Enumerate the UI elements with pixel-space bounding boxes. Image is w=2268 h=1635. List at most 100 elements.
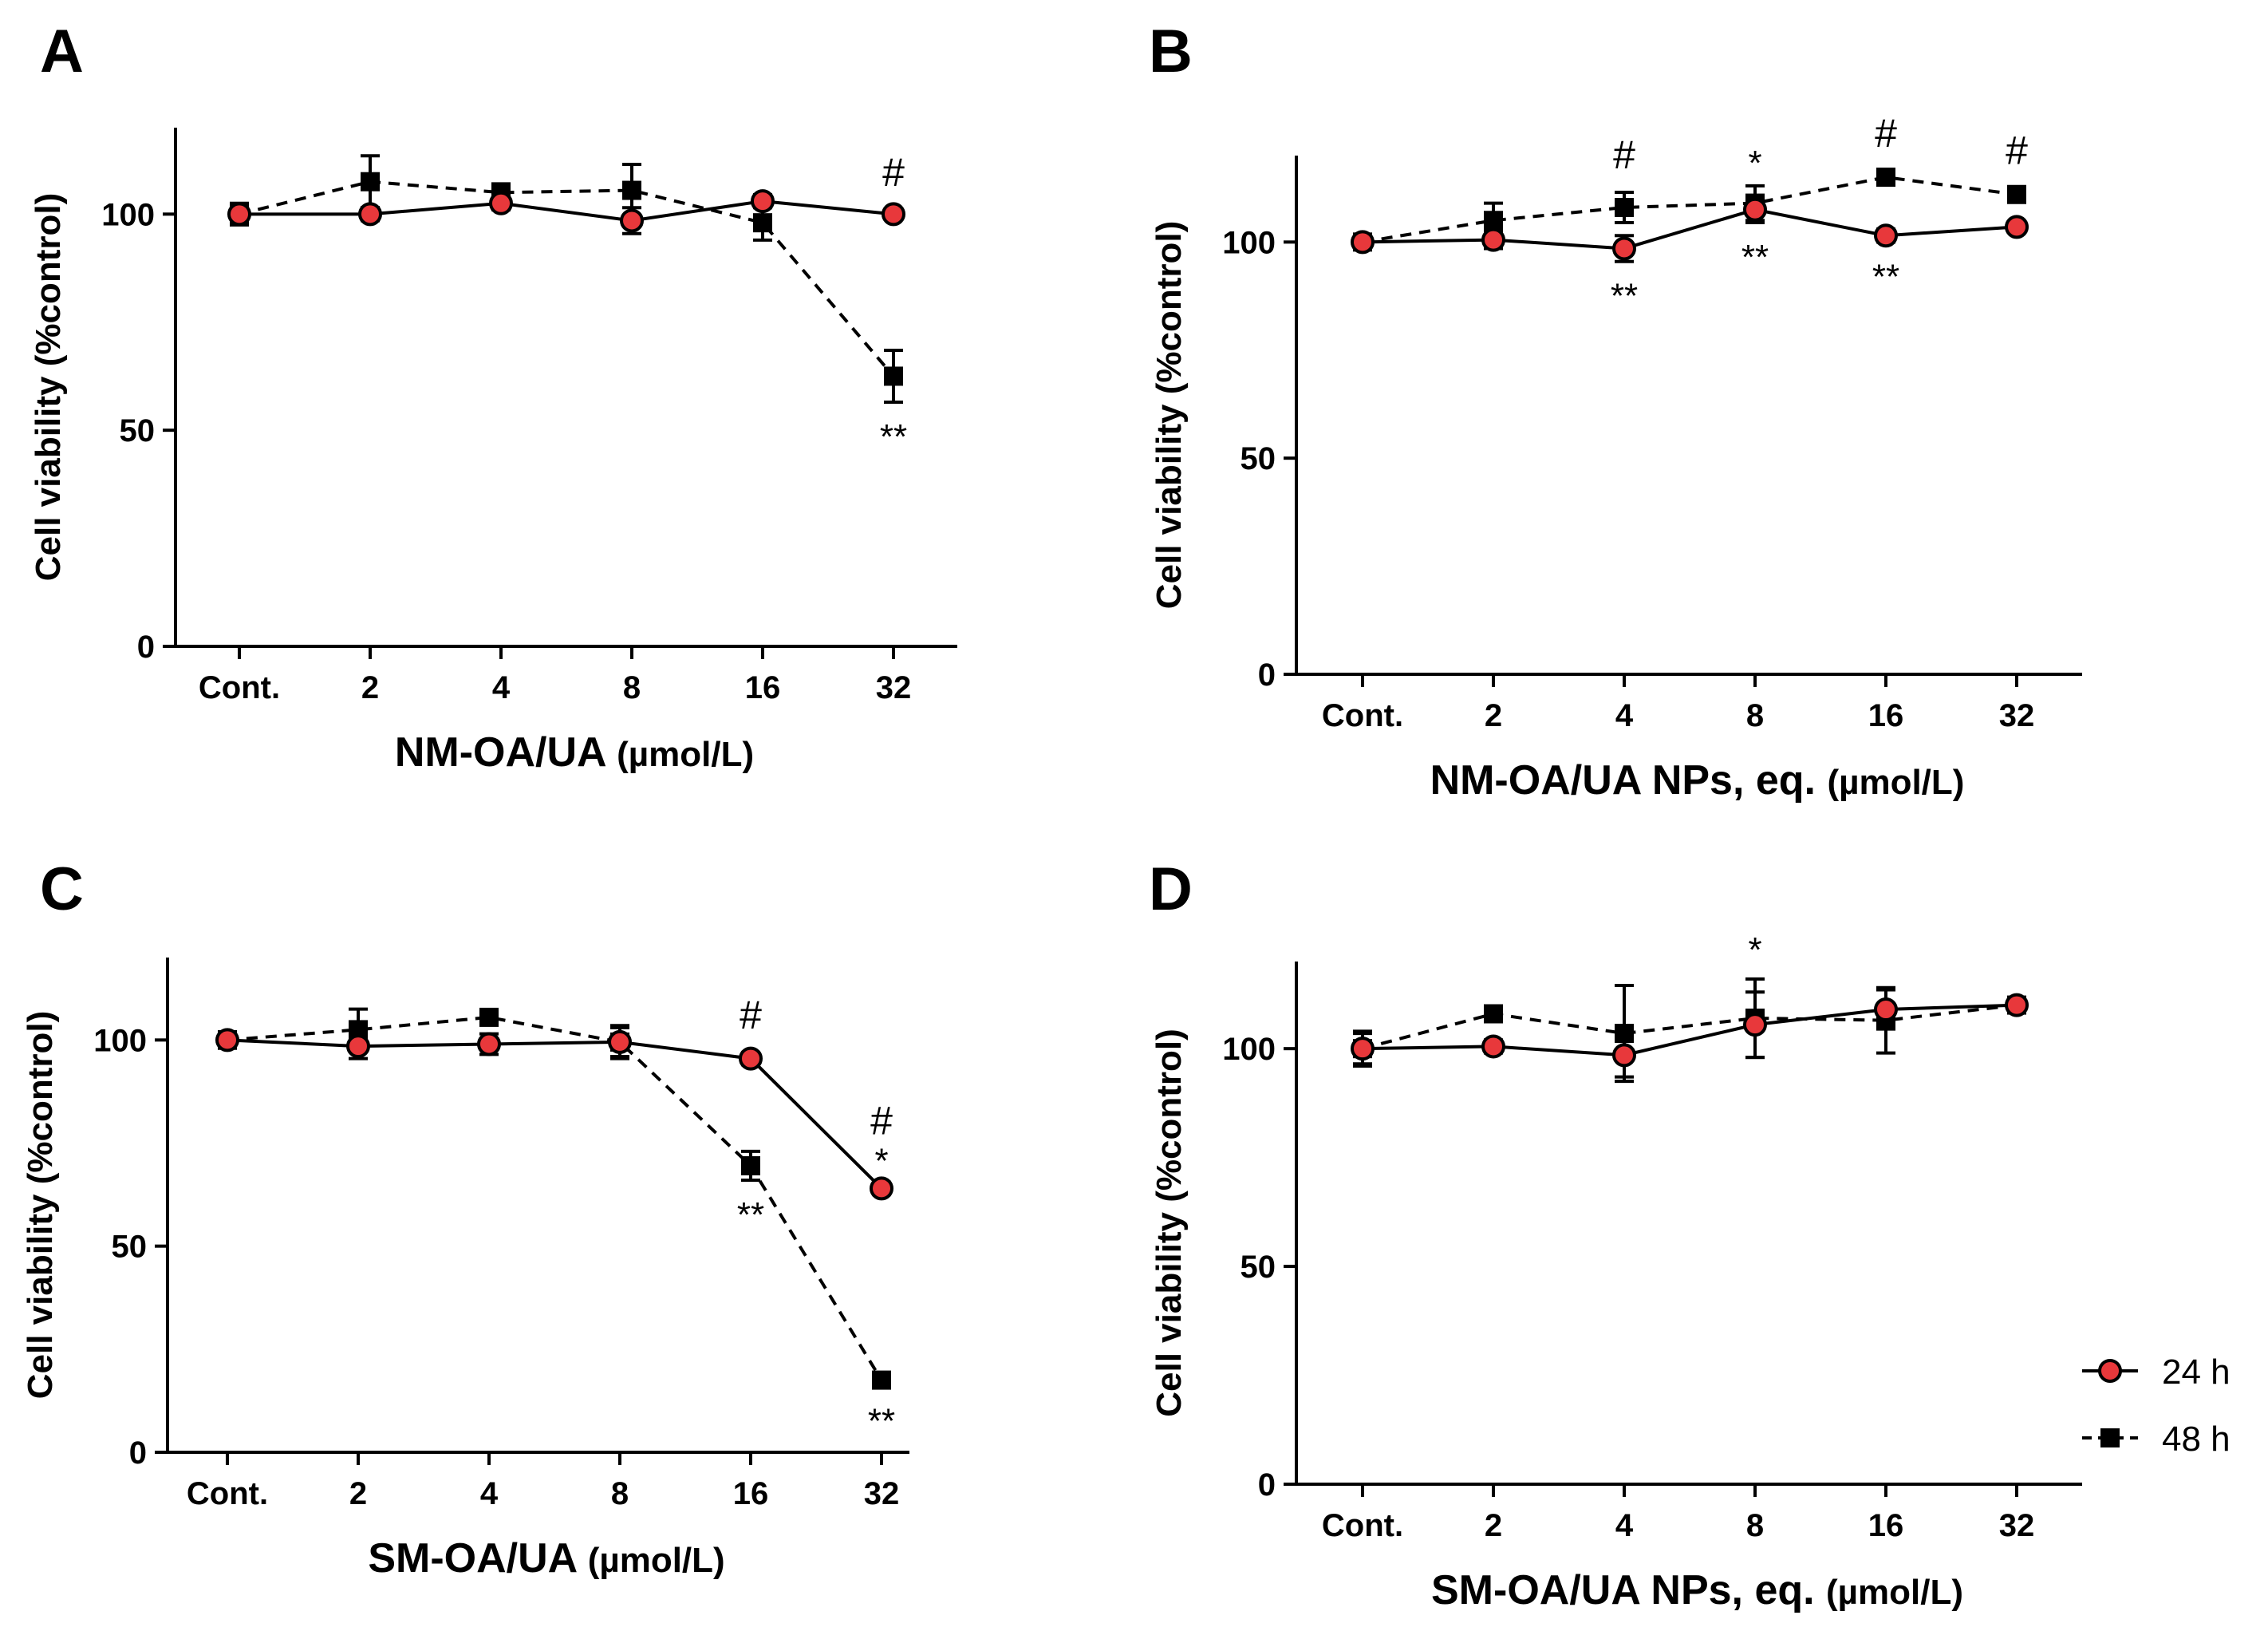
x-tick-label: Cont.: [1322, 698, 1403, 733]
data-point-24h: [227, 202, 251, 227]
x-tick-label: 16: [745, 670, 781, 705]
x-axis-label-main: SM-OA/UA NPs, eq.: [1431, 1567, 1826, 1613]
legend-label: 24 h: [2162, 1353, 2231, 1392]
series-line-24h: [1362, 1003, 2018, 1057]
legend-marker-circle: [2098, 1359, 2122, 1383]
y-tick-label: 0: [137, 630, 155, 665]
significance-mark: **: [1741, 238, 1769, 277]
x-tick-label: 4: [492, 670, 511, 705]
series-line-48h: [227, 1015, 883, 1381]
x-tick-label: 8: [623, 670, 641, 705]
data-point-24h: [1612, 236, 1636, 261]
panel-d: D 0 50 100 Cont. 2 4 8 16 32 Cell viability (%cont…: [1149, 855, 2082, 1613]
data-point-24h: [739, 1046, 763, 1071]
panel-letter: D: [1149, 855, 1193, 923]
y-tick-label: 50: [1240, 441, 1276, 476]
x-axis-label: NM-OA/UA NPs, eq. (µmol/L): [1430, 757, 1965, 804]
data-point-24h: [2005, 215, 2029, 239]
x-axis-label-main: NM-OA/UA NPs, eq.: [1430, 757, 1828, 804]
data-point-24h: [489, 191, 513, 215]
data-point-24h: [1743, 1013, 1767, 1037]
data-point-24h: [477, 1032, 501, 1056]
data-point-24h: [215, 1028, 239, 1052]
legend-marker-square: [2100, 1428, 2120, 1447]
x-axis-label-unit: (µmol/L): [617, 735, 754, 774]
y-axis-label: Cell viability (%control): [21, 1011, 60, 1400]
data-point-48h: [1484, 211, 1503, 231]
legend-label: 48 h: [2162, 1420, 2231, 1459]
y-tick-label: 0: [1258, 1467, 1276, 1503]
data-point-24h: [1481, 227, 1505, 252]
x-tick-label: 32: [864, 1476, 900, 1511]
significance-mark: #: [882, 150, 905, 195]
significance-mark: **: [1872, 257, 1899, 296]
y-axis-label: Cell viability (%control): [1150, 221, 1189, 610]
panel-letter: C: [40, 855, 84, 923]
series-line-48h: [1362, 1003, 2018, 1051]
data-point-48h: [2007, 184, 2026, 204]
y-tick-label: 100: [93, 1023, 147, 1058]
y-tick-label: 0: [1258, 658, 1276, 693]
data-point-24h: [751, 189, 775, 214]
data-point-48h: [622, 180, 641, 200]
significance-mark: #: [740, 993, 762, 1037]
x-tick-label: Cont.: [199, 670, 280, 705]
y-tick-label: 50: [120, 413, 156, 448]
x-axis-label-unit: (µmol/L): [1826, 1573, 1963, 1612]
data-point-24h: [358, 202, 382, 227]
x-tick-label: 4: [1615, 698, 1634, 733]
data-point-24h: [1351, 1037, 1375, 1061]
x-axis-label-main: SM-OA/UA: [368, 1535, 587, 1582]
significance-mark: *: [874, 1142, 888, 1181]
data-point-24h: [620, 208, 644, 233]
y-axis-label: Cell viability (%control): [29, 193, 68, 582]
series-line-24h: [227, 1038, 883, 1190]
series-line-24h: [239, 199, 894, 223]
panel-letter: B: [1149, 18, 1193, 85]
significance-mark: #: [2006, 128, 2028, 173]
data-point-24h: [1743, 197, 1767, 222]
data-point-24h: [1481, 1034, 1505, 1059]
data-point-48h: [1615, 198, 1634, 217]
y-tick-label: 50: [112, 1230, 148, 1265]
panel-b: B 0 50 100 Cont. 2 4 8 16 32 Cell viability (%cont…: [1149, 18, 2082, 804]
data-point-48h: [884, 366, 903, 386]
x-tick-label: 32: [1999, 698, 2035, 733]
panel-c: C 0 50 100 Cont. 2 4 8 16 32 Cell viability (%cont…: [21, 855, 909, 1582]
data-point-48h: [872, 1370, 891, 1390]
data-point-24h: [870, 1176, 893, 1201]
significance-mark: #: [870, 1099, 893, 1143]
x-tick-label: 8: [1746, 698, 1764, 733]
y-tick-label: 0: [129, 1436, 147, 1471]
x-tick-label: Cont.: [1322, 1508, 1403, 1543]
x-axis-label-main: NM-OA/UA: [395, 729, 617, 776]
data-point-24h: [2005, 993, 2029, 1017]
panel-a: A 0 50 100 Cont. 2 4 8 16 32 Cell viability (%cont…: [29, 18, 957, 776]
x-tick-label: 8: [611, 1476, 629, 1511]
x-tick-label: 4: [1615, 1508, 1634, 1543]
y-axis-label: Cell viability (%control): [1150, 1029, 1189, 1417]
x-tick-label: 2: [1485, 1508, 1502, 1543]
x-axis-label-unit: (µmol/L): [1827, 763, 1964, 802]
significance-mark: *: [1748, 144, 1761, 183]
significance-mark: **: [880, 417, 907, 456]
data-point-48h: [361, 172, 380, 192]
x-tick-label: Cont.: [187, 1476, 268, 1511]
x-axis-label: SM-OA/UA NPs, eq. (µmol/L): [1431, 1567, 1963, 1613]
y-tick-label: 100: [1222, 225, 1276, 260]
significance-mark: **: [737, 1195, 764, 1234]
significance-mark: #: [1613, 132, 1635, 177]
x-tick-label: 32: [876, 670, 912, 705]
legend: 24 h 48 h: [2082, 1353, 2231, 1459]
significance-mark: #: [1875, 111, 1897, 156]
data-point-48h: [1484, 1004, 1503, 1024]
series-line-24h: [1362, 207, 2018, 251]
significance-mark: **: [1611, 277, 1638, 316]
data-point-24h: [882, 202, 905, 227]
data-point-24h: [1874, 223, 1898, 248]
x-axis-label: NM-OA/UA (µmol/L): [395, 729, 754, 776]
y-tick-label: 50: [1240, 1250, 1276, 1285]
data-point-24h: [1612, 1043, 1636, 1068]
x-tick-label: 2: [349, 1476, 367, 1511]
